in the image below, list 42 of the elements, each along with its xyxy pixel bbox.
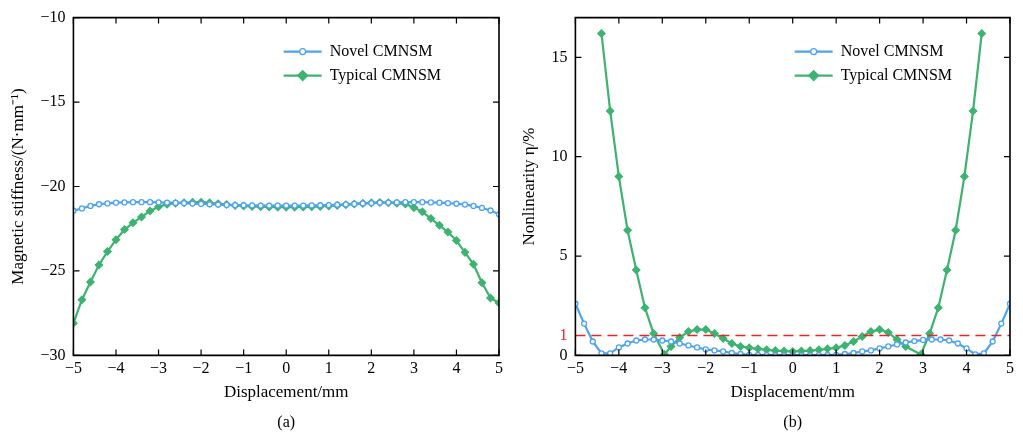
x-tick-label: 2 — [875, 359, 884, 377]
x-tick-label: 4 — [962, 359, 971, 377]
x-tick-label: −2 — [192, 359, 210, 377]
x-tick-label: −1 — [740, 359, 758, 377]
x-tick-label: −4 — [107, 359, 125, 377]
text: (a) — [277, 413, 296, 431]
legend-label: Typical CMNSM — [840, 65, 952, 84]
x-tick-label: −3 — [653, 359, 671, 377]
x-tick-label: 0 — [282, 359, 291, 377]
x-tick-label: 2 — [367, 359, 376, 377]
x-tick-label: 1 — [324, 359, 333, 377]
y-tick-label: −30 — [40, 345, 66, 363]
x-axis-title: Displacement/mm — [730, 382, 856, 402]
y-tick-label: −10 — [40, 7, 66, 25]
x-tick-label: 3 — [919, 359, 928, 377]
y-tick-label: −20 — [40, 176, 66, 194]
legend-label: Novel CMNSM — [840, 41, 944, 59]
y-tick-label: 10 — [551, 146, 568, 164]
x-tick-label: −5 — [64, 359, 82, 377]
x-tick-label: 3 — [409, 359, 418, 377]
x-tick-label: 4 — [452, 359, 461, 377]
x-axis-title: Displacement/mm — [223, 382, 349, 402]
y-tick-label: −25 — [40, 261, 66, 279]
x-tick-label: −1 — [235, 359, 253, 377]
ref-line-label: 1 — [559, 325, 568, 343]
x-tick-label: −4 — [610, 359, 628, 377]
x-tick-label: 5 — [495, 359, 503, 377]
y-tick-label: −15 — [40, 92, 66, 110]
legend-label: Novel CMNSM — [329, 41, 433, 59]
y-axis-title: Nonlinearity η/% — [518, 127, 538, 246]
x-tick-label: 0 — [788, 359, 797, 377]
x-tick-label: 1 — [832, 359, 841, 377]
x-tick-label: 5 — [1006, 359, 1014, 377]
text: (b) — [783, 413, 803, 431]
x-tick-label: −2 — [697, 359, 715, 377]
y-axis-title: Magnetic stiffness/(N·mm⁻¹) — [7, 88, 27, 285]
legend-label: Typical CMNSM — [329, 65, 441, 84]
x-tick-label: −5 — [566, 359, 584, 377]
x-tick-label: −3 — [150, 359, 168, 377]
y-tick-label: 15 — [551, 47, 568, 65]
y-tick-label: 0 — [559, 345, 568, 363]
y-tick-label: 5 — [559, 246, 568, 264]
